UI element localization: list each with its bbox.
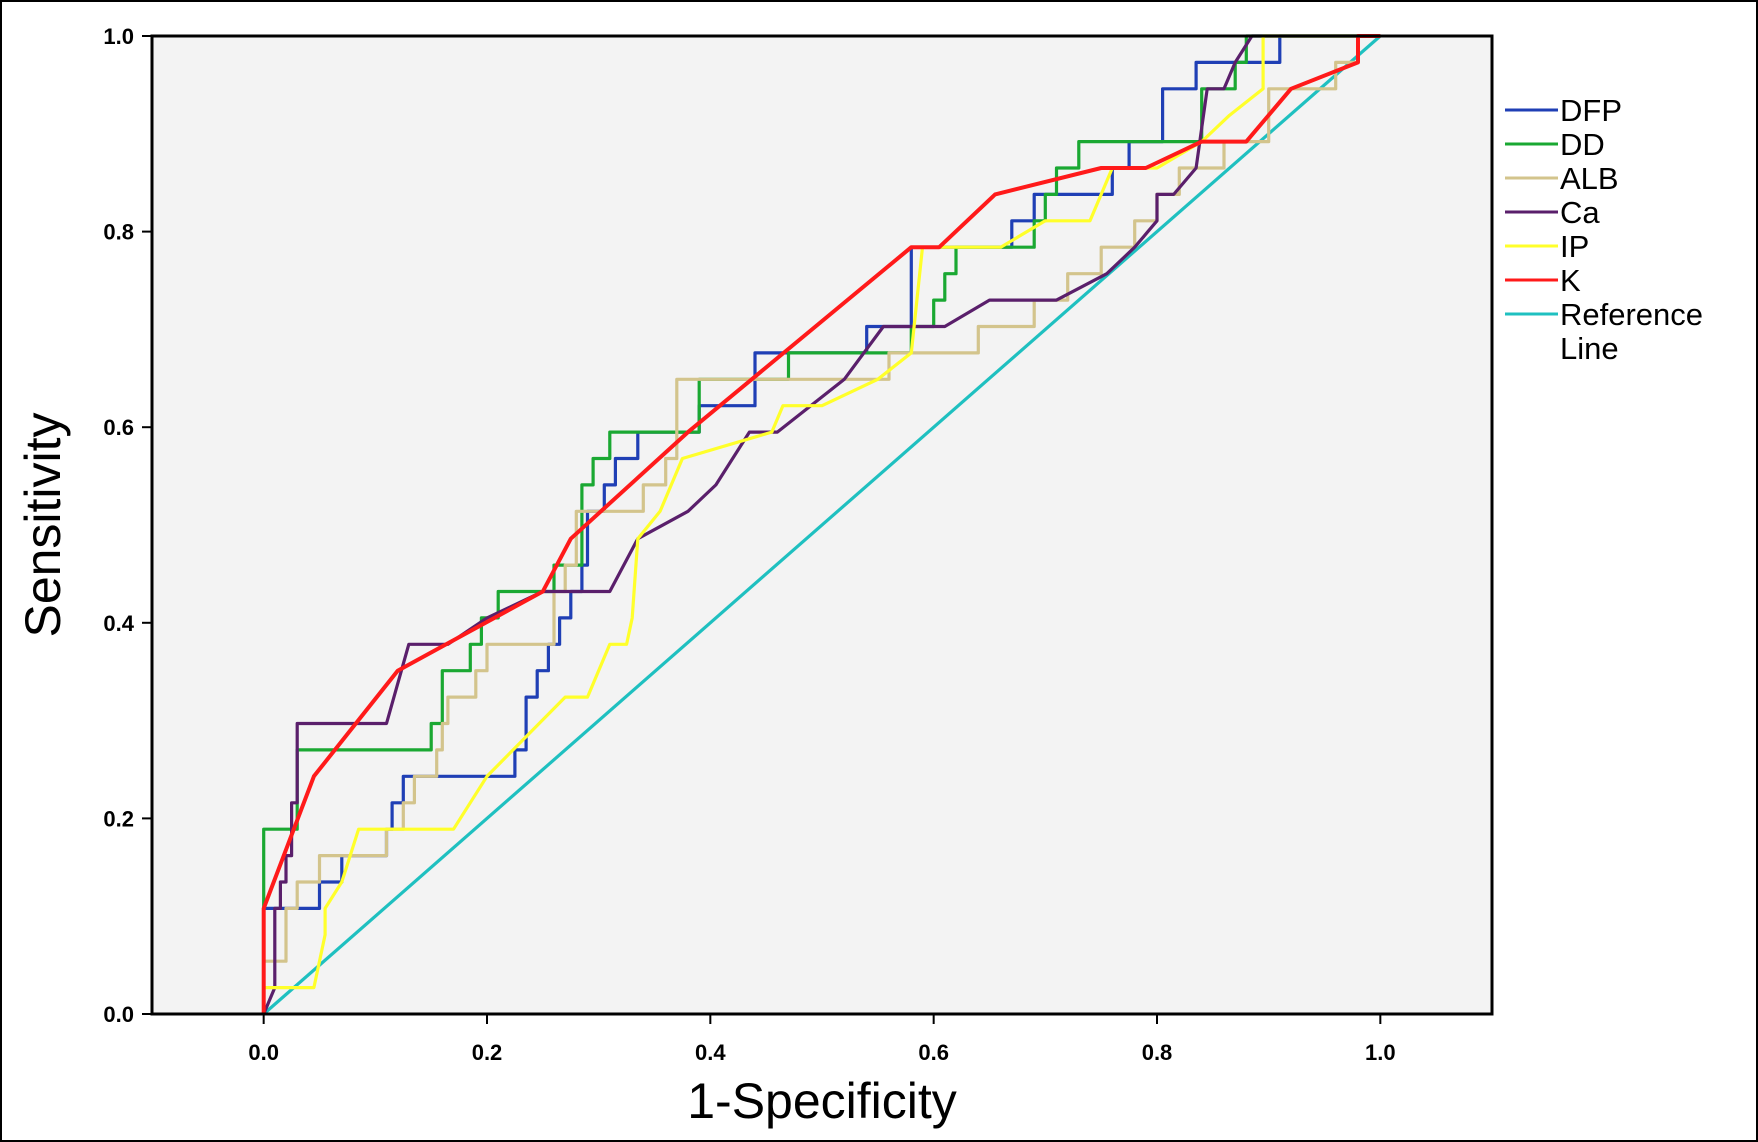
series-line-reference-line — [262, 34, 1382, 1016]
series-layer — [261, 34, 1381, 1015]
y-tick-label: 0.8 — [103, 220, 134, 245]
x-tick-label: 0.0 — [248, 1040, 279, 1065]
reference-layer — [262, 34, 1382, 1016]
x-tick-label: 1.0 — [1365, 1040, 1396, 1065]
x-axis-title: 1-Specificity — [687, 1073, 957, 1129]
plot-border — [150, 34, 1494, 1016]
y-tick-label: 1.0 — [103, 24, 134, 49]
y-tick-label: 0.0 — [103, 1002, 134, 1027]
legend-label-dfp: DFP — [1560, 93, 1622, 128]
x-tick-label: 0.4 — [695, 1040, 726, 1065]
y-tick-label: 0.2 — [103, 806, 134, 831]
legend-label-k: K — [1560, 263, 1581, 298]
y-axis-title: Sensitivity — [15, 412, 71, 637]
series-line-k — [261, 34, 1381, 1014]
legend-label-dd: DD — [1560, 127, 1605, 162]
legend-label-ip: IP — [1560, 229, 1589, 264]
x-tick-label: 0.6 — [918, 1040, 949, 1065]
y-tick-label: 0.4 — [103, 611, 134, 636]
series-line-ca — [262, 34, 1381, 1015]
y-tick-label: 0.6 — [103, 415, 134, 440]
axes-layer: 0.0 0.2 0.4 0.6 0.8 1.0 0.0 0.2 0.4 0.6 0.8 1.0 — [103, 24, 1395, 1065]
legend-label-ca: Ca — [1560, 195, 1600, 230]
x-tick-label: 0.8 — [1142, 1040, 1173, 1065]
legend-label-reference-line: Reference Line — [1560, 297, 1703, 366]
x-tick-label: 0.2 — [472, 1040, 503, 1065]
legend-label-alb: ALB — [1560, 161, 1619, 196]
